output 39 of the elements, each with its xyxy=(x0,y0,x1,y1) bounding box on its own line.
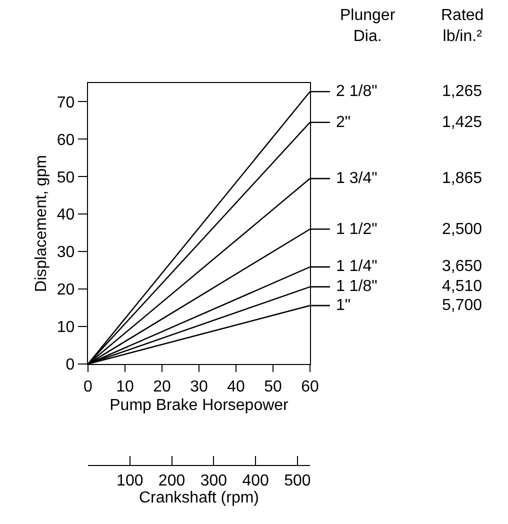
x2-axis-title: Crankshaft (rpm) xyxy=(138,489,260,506)
legend-label: 2 1/8" xyxy=(336,83,378,100)
x2-tick-label: 300 xyxy=(200,472,228,490)
x-tick-label: 40 xyxy=(227,378,245,396)
y-tick-label: 60 xyxy=(56,132,75,149)
text: 1,865 xyxy=(442,170,482,187)
x2-tick-label: 400 xyxy=(242,472,269,490)
x-tick-label: 0 xyxy=(84,378,93,396)
text: 4,510 xyxy=(442,278,482,295)
y-tick-label: 50 xyxy=(56,169,75,186)
legend-label: 1 1/8" xyxy=(336,278,378,295)
legend-label: 2" xyxy=(336,114,351,131)
text: 3,650 xyxy=(442,258,482,275)
legend-label: 1 1/4" xyxy=(336,258,378,275)
x-tick-label: 20 xyxy=(153,378,171,396)
y-tick-label: 10 xyxy=(56,319,75,336)
y-tick-label: 20 xyxy=(56,282,75,299)
y-axis-title: Displacement, gpm xyxy=(32,155,50,292)
y-tick-label: 70 xyxy=(56,94,75,112)
x2-tick-label: 200 xyxy=(158,472,186,490)
y-tick-label: 0 xyxy=(66,356,75,374)
text: 1,425 xyxy=(442,114,482,131)
legend-label: 1 1/2" xyxy=(336,221,378,238)
text: 5,700 xyxy=(442,297,482,314)
x-tick-label: 50 xyxy=(264,378,282,396)
legend-label: 1" xyxy=(336,297,351,314)
x-tick-label: 60 xyxy=(301,378,319,396)
x-axis-title: Pump Brake Horsepower xyxy=(110,397,290,414)
text: 1,265 xyxy=(442,83,482,100)
text: Plunger Dia. xyxy=(340,7,396,45)
x2-tick-label: 500 xyxy=(284,472,311,490)
legend-label: 1 3/4" xyxy=(336,170,378,187)
x-tick-label: 10 xyxy=(116,378,134,396)
y-tick-label: 30 xyxy=(56,244,75,262)
text: Rated lb/in.² xyxy=(441,7,484,45)
text: 2,500 xyxy=(442,221,482,238)
y-tick-label: 40 xyxy=(56,206,75,224)
x-tick-label: 30 xyxy=(190,378,208,396)
x2-tick-label: 100 xyxy=(116,472,144,490)
